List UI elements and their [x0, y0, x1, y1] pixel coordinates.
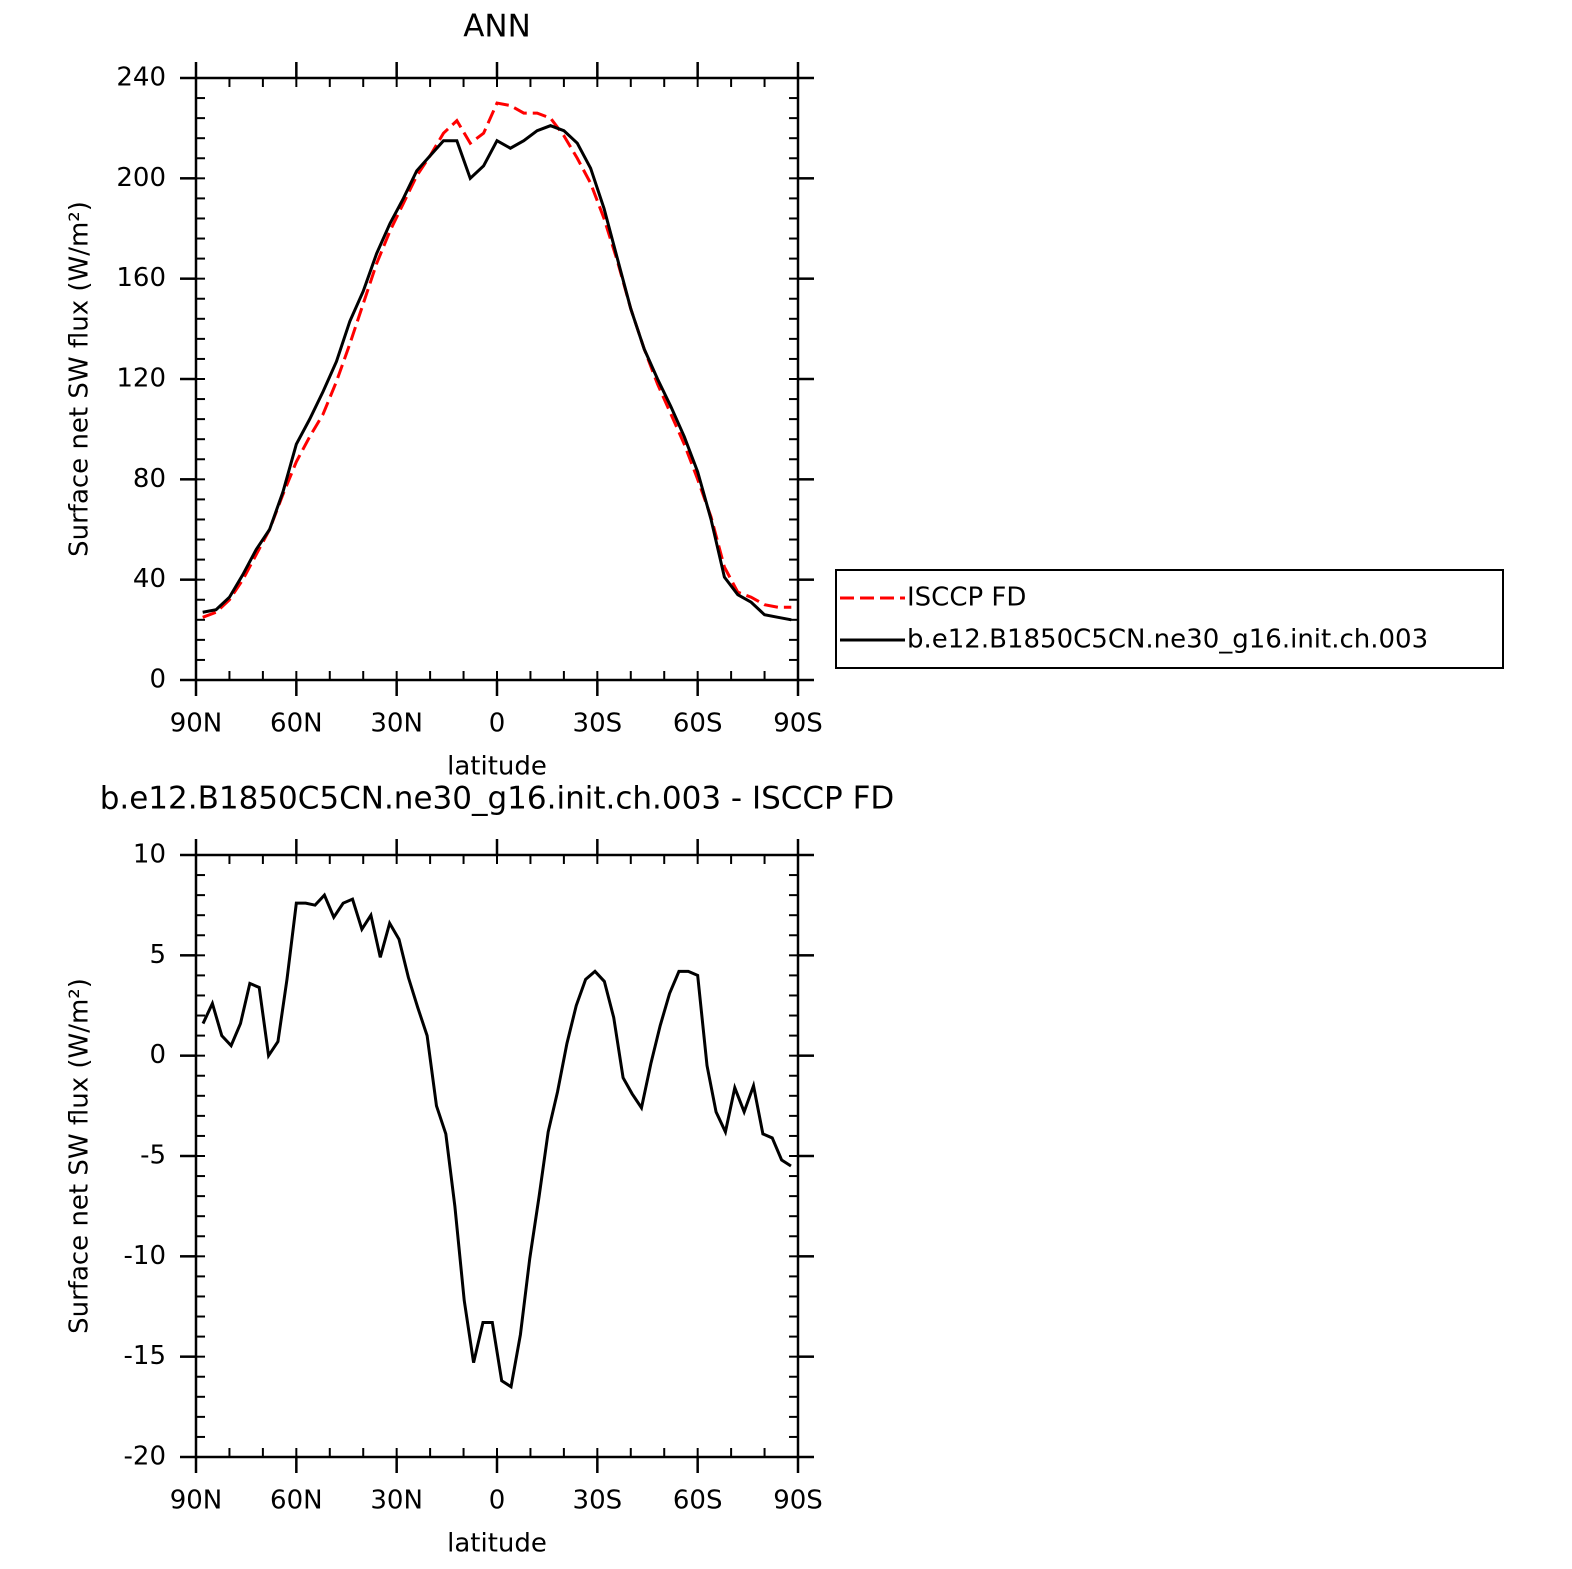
data-line [202, 101, 792, 619]
x-tick-label: 60N [270, 709, 323, 739]
x-tick-label: 0 [489, 709, 506, 739]
legend-label: ISCCP FD [907, 583, 1026, 613]
chart-title: b.e12.B1850C5CN.ne30_g16.init.ch.003 - I… [100, 781, 895, 817]
x-tick-label: 60S [673, 709, 723, 739]
y-axis-label: Surface net SW flux (W/m²) [65, 978, 95, 1334]
plot-frame [194, 853, 800, 1459]
x-tick-label: 90N [170, 709, 223, 739]
x-tick-label: 30S [573, 1486, 623, 1516]
y-tick-label: 5 [149, 940, 166, 970]
x-tick-label: 90N [170, 1486, 223, 1516]
chart-title: ANN [463, 9, 531, 45]
y-tick-label: -15 [124, 1341, 166, 1371]
y-axis-label: Surface net SW flux (W/m²) [65, 201, 95, 557]
y-tick-label: -5 [140, 1141, 166, 1171]
y-tick-label: -20 [124, 1442, 166, 1472]
x-tick-label: 30S [573, 709, 623, 739]
x-tick-label: 90S [773, 709, 823, 739]
data-line [201, 892, 792, 1390]
y-tick-label: 80 [133, 464, 166, 494]
y-tick-label: 40 [133, 564, 166, 594]
y-tick-label: 160 [116, 263, 166, 293]
x-tick-label: 30N [370, 709, 423, 739]
x-axis-label: latitude [447, 1529, 547, 1559]
legend-label: b.e12.B1850C5CN.ne30_g16.init.ch.003 [907, 625, 1428, 655]
y-tick-label: 10 [133, 840, 166, 870]
x-tick-label: 60N [270, 1486, 323, 1516]
y-tick-label: 0 [149, 1040, 166, 1070]
plot-frame [194, 76, 800, 682]
legend-box [835, 569, 1504, 669]
x-tick-label: 60S [673, 1486, 723, 1516]
y-tick-label: 0 [149, 665, 166, 695]
y-tick-label: 120 [116, 364, 166, 394]
x-tick-label: 0 [489, 1486, 506, 1516]
y-tick-label: 240 [116, 63, 166, 93]
x-tick-label: 30N [370, 1486, 423, 1516]
x-axis-label: latitude [447, 752, 547, 782]
x-tick-label: 90S [773, 1486, 823, 1516]
y-tick-label: -10 [124, 1241, 166, 1271]
y-tick-label: 200 [116, 163, 166, 193]
data-line [202, 124, 792, 622]
